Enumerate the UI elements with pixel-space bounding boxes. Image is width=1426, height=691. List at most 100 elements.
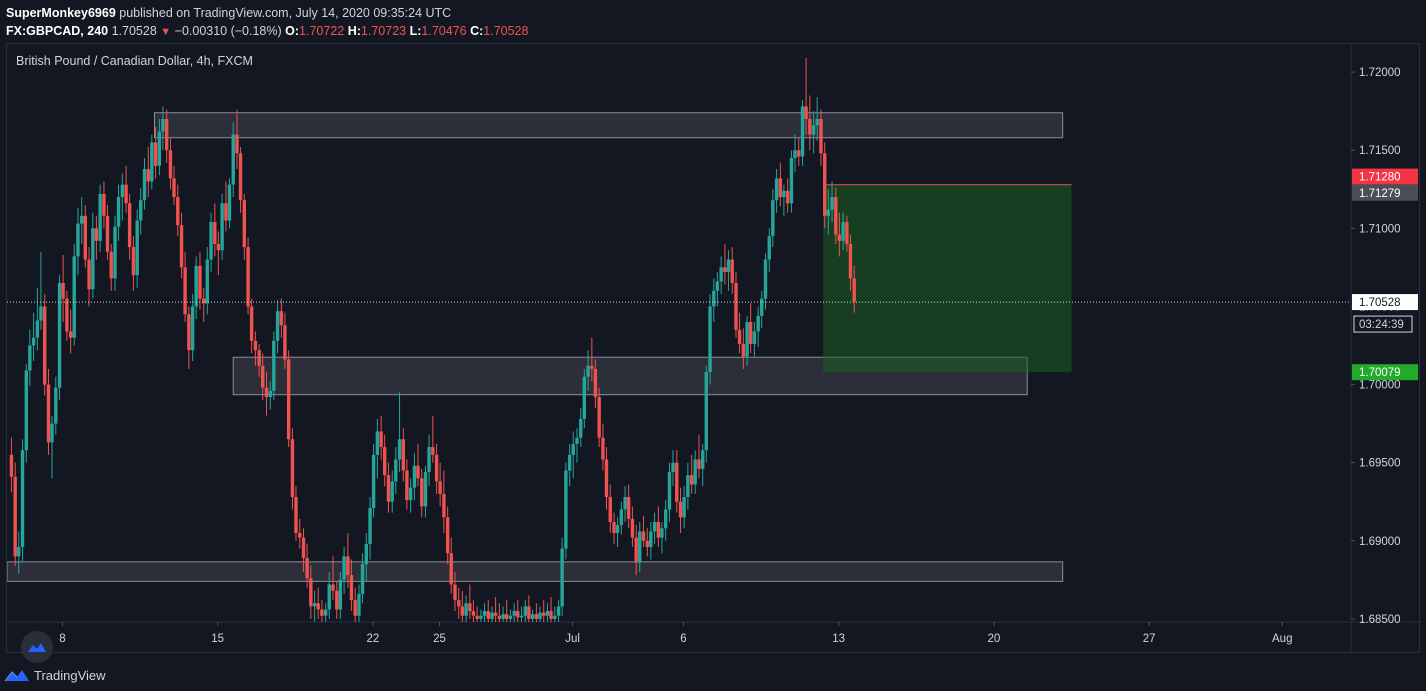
candle-body[interactable]: [131, 247, 136, 276]
candle-body[interactable]: [364, 543, 368, 565]
candle-body[interactable]: [823, 153, 827, 216]
candle-body[interactable]: [675, 462, 679, 502]
candle-body[interactable]: [845, 222, 849, 244]
candle-body[interactable]: [283, 325, 287, 360]
candle-body[interactable]: [797, 150, 801, 157]
candle-body[interactable]: [774, 178, 779, 201]
candle-body[interactable]: [852, 278, 856, 302]
candle-body[interactable]: [43, 306, 47, 385]
candle-body[interactable]: [564, 470, 568, 549]
candle-body[interactable]: [545, 611, 550, 616]
candle-body[interactable]: [649, 531, 653, 548]
candle-body[interactable]: [224, 203, 228, 221]
candle-body[interactable]: [72, 256, 76, 338]
candle-body[interactable]: [427, 447, 431, 473]
candle-body[interactable]: [704, 372, 708, 451]
candle-body[interactable]: [634, 537, 638, 563]
candle-body[interactable]: [168, 150, 173, 179]
candle-body[interactable]: [386, 475, 391, 502]
candle-body[interactable]: [176, 197, 180, 226]
candle-body[interactable]: [604, 459, 609, 498]
candle-body[interactable]: [135, 220, 139, 276]
candle-body[interactable]: [501, 614, 505, 619]
candle-body[interactable]: [153, 142, 158, 166]
candle-body[interactable]: [408, 487, 413, 501]
bottom-zone[interactable]: [7, 561, 1064, 582]
candle-body[interactable]: [530, 614, 535, 619]
candle-body[interactable]: [837, 234, 842, 241]
candle-body[interactable]: [808, 118, 812, 135]
resistance-zone[interactable]: [153, 112, 1064, 139]
candle-body[interactable]: [682, 497, 686, 518]
candle-body[interactable]: [246, 247, 250, 307]
candle-body[interactable]: [671, 462, 675, 473]
candle-body[interactable]: [349, 575, 354, 601]
candle-body[interactable]: [405, 470, 409, 501]
candle-body[interactable]: [146, 168, 150, 182]
candle-body[interactable]: [534, 614, 539, 619]
candle-body[interactable]: [619, 509, 624, 526]
candle-body[interactable]: [279, 311, 284, 326]
candle-body[interactable]: [312, 603, 317, 607]
candle-body[interactable]: [848, 243, 853, 279]
candle-body[interactable]: [179, 225, 184, 268]
footer-brand[interactable]: TradingView: [34, 667, 106, 683]
candle-body[interactable]: [382, 447, 387, 476]
candle-body[interactable]: [76, 223, 80, 257]
candle-body[interactable]: [811, 125, 816, 135]
candle-body[interactable]: [771, 200, 775, 237]
candle-body[interactable]: [785, 190, 790, 204]
candle-body[interactable]: [20, 450, 25, 548]
candle-body[interactable]: [298, 532, 302, 538]
candle-body[interactable]: [752, 331, 757, 344]
candle-body[interactable]: [590, 365, 594, 369]
candle-body[interactable]: [316, 603, 320, 610]
candle-body[interactable]: [113, 226, 117, 279]
candle-body[interactable]: [804, 106, 808, 119]
candle-body[interactable]: [442, 493, 446, 518]
candle-body[interactable]: [553, 615, 557, 619]
candle-body[interactable]: [663, 509, 668, 529]
candle-body[interactable]: [94, 228, 99, 241]
candle-body[interactable]: [187, 314, 191, 351]
candle-body[interactable]: [460, 606, 465, 616]
candle-body[interactable]: [54, 387, 58, 424]
candle-body[interactable]: [560, 548, 564, 607]
candle-body[interactable]: [615, 525, 620, 533]
candle-body[interactable]: [420, 478, 424, 507]
candle-body[interactable]: [431, 447, 435, 455]
candle-body[interactable]: [39, 306, 43, 321]
candle-body[interactable]: [105, 215, 110, 252]
candle-body[interactable]: [601, 437, 605, 460]
candle-body[interactable]: [730, 259, 734, 284]
candle-body[interactable]: [50, 423, 54, 443]
candlestick-chart[interactable]: British Pound / Canadian Dollar, 4h, FXC…: [7, 44, 1421, 654]
candle-body[interactable]: [46, 384, 51, 443]
candle-body[interactable]: [519, 615, 524, 618]
candle-body[interactable]: [471, 611, 476, 616]
candle-body[interactable]: [68, 331, 73, 338]
candle-body[interactable]: [261, 365, 265, 388]
candle-body[interactable]: [253, 340, 258, 351]
candle-body[interactable]: [689, 475, 694, 485]
candle-body[interactable]: [623, 497, 627, 510]
candle-body[interactable]: [652, 522, 657, 532]
candle-body[interactable]: [301, 537, 306, 558]
candle-body[interactable]: [612, 522, 616, 533]
candle-body[interactable]: [257, 350, 261, 366]
candle-body[interactable]: [479, 615, 483, 619]
candle-body[interactable]: [575, 437, 579, 444]
candle-body[interactable]: [715, 281, 720, 291]
candle-body[interactable]: [582, 376, 586, 419]
candle-body[interactable]: [57, 283, 62, 388]
candle-body[interactable]: [482, 611, 487, 616]
candle-body[interactable]: [608, 497, 612, 523]
candle-body[interactable]: [290, 439, 295, 498]
candle-body[interactable]: [800, 106, 805, 157]
author-name[interactable]: SuperMonkey6969: [6, 6, 116, 20]
candle-body[interactable]: [453, 584, 457, 601]
candle-body[interactable]: [190, 306, 195, 351]
candle-body[interactable]: [641, 531, 646, 541]
candle-body[interactable]: [626, 497, 631, 519]
candle-body[interactable]: [268, 390, 272, 398]
